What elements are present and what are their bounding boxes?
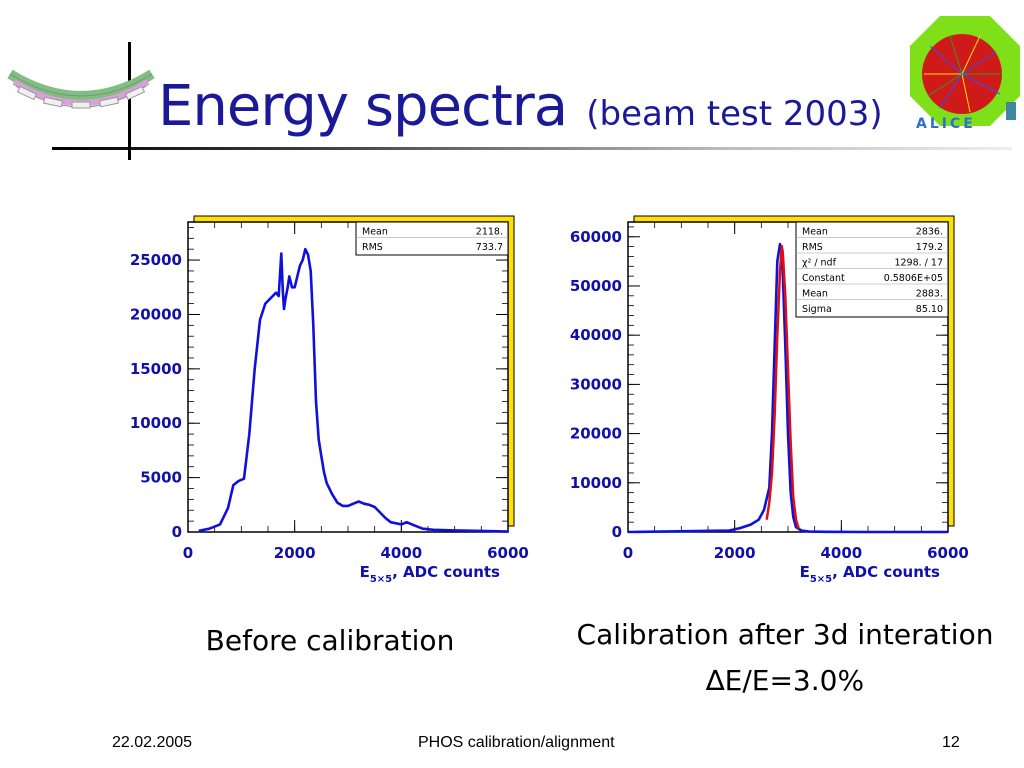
y-tick-label: 25000 xyxy=(130,251,182,269)
title-underline xyxy=(52,147,1012,150)
alice-logo-icon: ALICE xyxy=(910,16,1020,132)
stats-value: 2883. xyxy=(916,289,943,300)
stats-value: 85.10 xyxy=(916,304,943,315)
right-caption-line1: Calibration after 3d interation xyxy=(576,618,994,651)
slide-title-row: Energy spectra (beam test 2003) xyxy=(158,74,883,139)
y-tick-label: 50000 xyxy=(570,277,622,295)
x-tick-label: 2000 xyxy=(714,544,756,562)
x-tick-label: 0 xyxy=(623,544,633,562)
left-energy-spectrum-chart: 0 2000 4000 6000 0 5000 10000 15000 20000 25000 M… xyxy=(130,215,529,585)
footer-page-number: 12 xyxy=(942,734,960,751)
y-tick-label: 20000 xyxy=(570,425,622,443)
left-caption: Before calibration xyxy=(205,624,455,657)
y-tick-label: 30000 xyxy=(570,375,622,393)
x-tick-label: 2000 xyxy=(274,544,316,562)
right-energy-spectrum-chart: 0 2000 4000 6000010000200003000040000500006… xyxy=(570,215,969,585)
y-tick-label: 0 xyxy=(172,523,182,541)
footer-title: PHOS calibration/alignment xyxy=(418,734,615,751)
slide-subtitle: (beam test 2003) xyxy=(586,94,883,134)
stats-label: RMS xyxy=(802,242,823,253)
stats-label: χ² / ndf xyxy=(802,258,837,269)
alice-logo-text: ALICE xyxy=(916,116,976,132)
stats-value: 2118. xyxy=(476,227,503,238)
y-tick-label: 10000 xyxy=(130,414,182,432)
y-tick-label: 5000 xyxy=(140,469,182,487)
stats-box xyxy=(355,221,509,256)
x-axis-label: E5×5, ADC counts xyxy=(360,563,500,585)
x-tick-label: 4000 xyxy=(820,544,862,562)
x-tick-label: 6000 xyxy=(487,544,529,562)
stats-label: RMS xyxy=(362,242,383,253)
x-tick-label: 4000 xyxy=(380,544,422,562)
stats-value: 2836. xyxy=(916,227,943,238)
y-tick-label: 10000 xyxy=(570,474,622,492)
stats-value: 1298. / 17 xyxy=(894,258,943,269)
y-tick-label: 15000 xyxy=(130,360,182,378)
x-tick-label: 6000 xyxy=(927,544,969,562)
right-caption-line2: ∆E/E=3.0% xyxy=(705,664,865,697)
phos-detector-icon xyxy=(7,69,155,109)
y-tick-label: 0 xyxy=(612,523,622,541)
y-tick-label: 20000 xyxy=(130,305,182,323)
stats-label: Sigma xyxy=(802,304,832,315)
x-tick-label: 0 xyxy=(183,544,193,562)
plot-frame xyxy=(187,221,509,533)
footer-date: 22.02.2005 xyxy=(112,734,193,751)
stats-value: 0.5806E+05 xyxy=(884,273,943,284)
slide-title: Energy spectra xyxy=(158,74,568,139)
histogram-line xyxy=(198,247,509,533)
stats-box xyxy=(795,221,949,318)
title-vertical-bar xyxy=(128,42,131,160)
x-axis-label: E5×5, ADC counts xyxy=(800,563,940,585)
stats-value: 733.7 xyxy=(476,242,503,253)
y-tick-label: 40000 xyxy=(570,326,622,344)
y-tick-label: 60000 xyxy=(570,228,622,246)
fit-curve-line xyxy=(765,245,800,529)
stats-label: Constant xyxy=(802,273,845,284)
stats-label: Mean xyxy=(802,289,828,300)
stats-label: Mean xyxy=(362,227,388,238)
stats-value: 179.2 xyxy=(916,242,943,253)
stats-label: Mean xyxy=(802,227,828,238)
